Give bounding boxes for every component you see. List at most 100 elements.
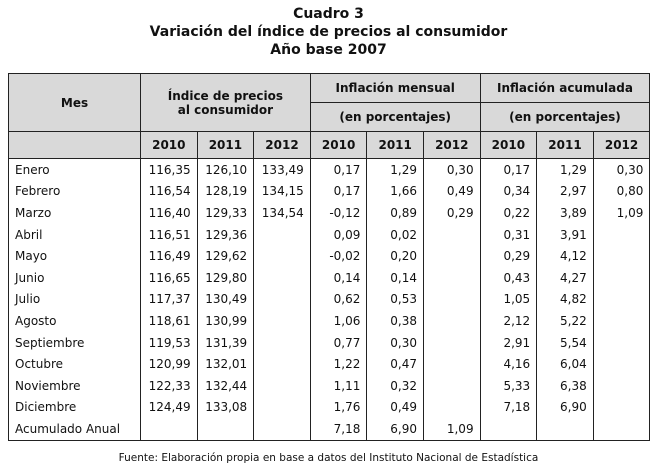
value-cell: 1,76: [309, 396, 368, 419]
value-cell: 7,18: [309, 418, 368, 441]
empty-cell: [422, 374, 481, 397]
empty-cell: [253, 288, 311, 311]
empty-cell: [592, 353, 651, 375]
empty-cell: [253, 396, 311, 419]
data-row: Abril 116,51 129,36 0,09 0,02 0,31 3,91: [8, 223, 651, 246]
value-cell: 1,09: [592, 202, 651, 224]
empty-cell: [592, 223, 651, 246]
month-cell: Octubre: [8, 353, 141, 375]
value-cell: 117,37: [140, 288, 198, 311]
value-cell: 132,44: [196, 374, 255, 397]
value-cell: 1,22: [309, 353, 368, 375]
table-head: Mes Índice de precios al consumidor Inflaci…: [8, 73, 651, 159]
value-cell: 0,31: [479, 223, 538, 246]
month-cell: Agosto: [8, 310, 141, 332]
month-cell: Abril: [8, 223, 141, 246]
empty-cell: [592, 374, 651, 397]
value-cell: 116,40: [140, 202, 198, 224]
value-cell: 0,02: [366, 223, 424, 246]
value-cell: 2,97: [536, 180, 594, 203]
value-cell: 0,38: [366, 310, 424, 332]
empty-cell: [422, 396, 481, 419]
value-cell: 129,62: [196, 245, 255, 267]
value-cell: 134,15: [253, 180, 311, 203]
value-cell: 128,19: [196, 180, 255, 203]
year-header: 2012: [422, 131, 481, 159]
value-cell: 0,49: [422, 180, 481, 203]
empty-cell: [196, 418, 255, 441]
title-line: Cuadro 3: [293, 6, 364, 22]
data-row: Noviembre 122,33 132,44 1,11 0,32 5,33 6,38: [8, 374, 651, 397]
value-cell: 119,53: [140, 331, 198, 354]
value-cell: 0,14: [309, 266, 368, 289]
empty-cell: [592, 396, 651, 419]
empty-cell: [422, 331, 481, 354]
empty-cell: [253, 266, 311, 289]
title: Cuadro 3 Variación del índice de precios …: [0, 5, 657, 59]
value-cell: 130,99: [196, 310, 255, 332]
value-cell: 0,30: [422, 158, 481, 181]
value-cell: 1,11: [309, 374, 368, 397]
month-cell: Marzo: [8, 202, 141, 224]
empty-cell: [422, 310, 481, 332]
value-cell: 124,49: [140, 396, 198, 419]
value-cell: 2,91: [479, 331, 538, 354]
value-cell: 1,29: [366, 158, 424, 181]
value-cell: 129,80: [196, 266, 255, 289]
data-table: Mes Índice de precios al consumidor Inflaci…: [8, 73, 651, 441]
month-cell: Febrero: [8, 180, 141, 203]
value-cell: 116,49: [140, 245, 198, 267]
data-row: Enero 116,35 126,10 133,49 0,17 1,29 0,30 0,17 1…: [8, 158, 651, 181]
value-cell: 4,27: [536, 266, 594, 289]
value-cell: 1,05: [479, 288, 538, 311]
value-cell: 6,04: [536, 353, 594, 375]
value-cell: 116,54: [140, 180, 198, 203]
empty-cell: [536, 418, 594, 441]
year-header: 2011: [536, 131, 594, 159]
month-cell: Julio: [8, 288, 141, 311]
data-row: Mayo 116,49 129,62 -0,02 0,20 0,29 4,12: [8, 245, 651, 267]
value-cell: 133,49: [253, 158, 311, 181]
empty-cell: [592, 245, 651, 267]
empty-cell: [422, 266, 481, 289]
value-cell: 118,61: [140, 310, 198, 332]
value-cell: 133,08: [196, 396, 255, 419]
empty-cell: [592, 331, 651, 354]
group-label-line: Inflación mensual: [335, 81, 455, 95]
month-cell: Septiembre: [8, 331, 141, 354]
month-cell: Enero: [8, 158, 141, 181]
value-cell: 0,09: [309, 223, 368, 246]
value-cell: 6,38: [536, 374, 594, 397]
value-cell: 4,82: [536, 288, 594, 311]
year-header: 2011: [366, 131, 424, 159]
corner-header: Mes: [8, 73, 141, 132]
year-header: 2011: [196, 131, 255, 159]
value-cell: 6,90: [536, 396, 594, 419]
group-header: Inflación acumulada: [479, 73, 651, 103]
month-cell: Diciembre: [8, 396, 141, 419]
table-body: Enero 116,35 126,10 133,49 0,17 1,29 0,30 0,17 1…: [8, 158, 651, 441]
value-cell: 129,36: [196, 223, 255, 246]
group-header: Índice de precios al consumidor: [140, 73, 311, 132]
group-note: (en porcentajes): [309, 102, 481, 132]
value-cell: 0,17: [309, 180, 368, 203]
year-header: 2010: [140, 131, 198, 159]
data-row: Agosto 118,61 130,99 1,06 0,38 2,12 5,22: [8, 310, 651, 332]
group-label-line: Índice de precios: [167, 88, 284, 103]
empty-cell: [422, 288, 481, 311]
value-cell: 0,62: [309, 288, 368, 311]
header-row: (en porcentajes) (en porcentajes): [9, 102, 651, 132]
data-row: Junio 116,65 129,80 0,14 0,14 0,43 4,27: [8, 266, 651, 289]
empty-cell: [253, 223, 311, 246]
value-cell: 0,49: [366, 396, 424, 419]
value-cell: 0,89: [366, 202, 424, 224]
empty-cell: [253, 310, 311, 332]
year-header: 2010: [309, 131, 368, 159]
value-cell: 0,53: [366, 288, 424, 311]
month-cell: Junio: [8, 266, 141, 289]
empty-cell: [592, 288, 651, 311]
group-note: (en porcentajes): [479, 102, 651, 132]
value-cell: 1,06: [309, 310, 368, 332]
value-cell: 0,77: [309, 331, 368, 354]
